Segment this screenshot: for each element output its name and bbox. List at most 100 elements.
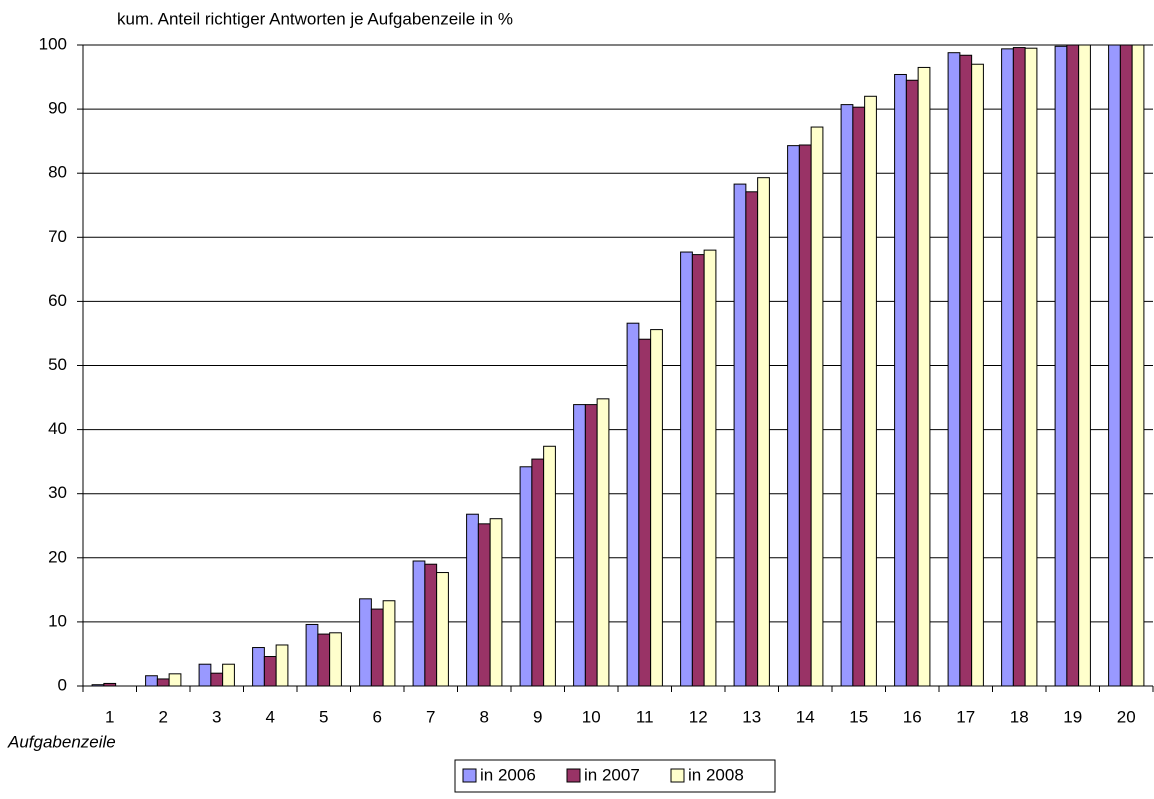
bar	[103, 682, 117, 687]
bar	[626, 322, 640, 687]
bar	[959, 54, 973, 687]
x-tick-label: 3	[212, 707, 221, 726]
bar	[1131, 44, 1145, 687]
x-tick-label: 9	[533, 707, 542, 726]
bar	[864, 95, 877, 687]
bar	[263, 656, 277, 687]
y-tick-label: 20	[48, 547, 67, 566]
bar	[787, 145, 800, 687]
bar	[519, 466, 533, 687]
bar	[1078, 44, 1091, 687]
bar	[543, 445, 556, 687]
bar	[222, 663, 235, 687]
bar	[489, 518, 503, 687]
bar	[329, 632, 342, 687]
x-tick-label: 14	[796, 707, 815, 726]
bar	[252, 647, 265, 687]
bar	[1001, 48, 1014, 687]
bar	[1119, 44, 1133, 687]
x-tick-label: 17	[956, 707, 975, 726]
legend-label: in 2008	[688, 765, 744, 784]
y-tick-label: 70	[48, 227, 67, 246]
bar	[1012, 47, 1026, 687]
x-tick-label: 5	[319, 707, 328, 726]
y-tick-label: 30	[48, 483, 67, 502]
y-tick-label: 100	[39, 34, 67, 53]
y-tick-label: 50	[48, 355, 67, 374]
bar	[810, 126, 824, 687]
bar	[382, 600, 396, 687]
x-tick-label: 20	[1117, 707, 1136, 726]
bar	[436, 572, 449, 687]
bar	[680, 251, 693, 687]
x-axis-label: Aufgabenzeile	[7, 732, 116, 751]
x-tick-label: 18	[1010, 707, 1029, 726]
x-tick-label: 6	[373, 707, 382, 726]
chart-title: kum. Anteil richtiger Antworten je Aufga…	[117, 9, 513, 28]
y-tick-label: 90	[48, 99, 67, 118]
bar	[156, 678, 170, 687]
bar	[168, 673, 182, 687]
bar	[917, 66, 931, 687]
y-tick-label: 10	[48, 611, 67, 630]
x-tick-label: 12	[689, 707, 708, 726]
bar	[757, 177, 770, 687]
bar	[210, 672, 224, 687]
bar	[317, 633, 331, 687]
bar	[91, 684, 105, 687]
bar	[477, 523, 491, 687]
bar	[596, 398, 610, 687]
bar	[733, 183, 747, 687]
y-tick-label: 40	[48, 419, 67, 438]
bar	[905, 79, 919, 687]
x-tick-label: 10	[582, 707, 601, 726]
bar	[198, 663, 212, 687]
bar	[145, 675, 158, 687]
bar	[359, 598, 372, 687]
bar	[305, 623, 319, 687]
bar	[691, 254, 705, 687]
bar	[638, 338, 652, 687]
bar	[1054, 45, 1068, 687]
legend-swatch	[670, 768, 685, 783]
legend-box	[454, 759, 776, 793]
bar	[370, 608, 384, 687]
bar	[971, 63, 984, 687]
x-tick-label: 13	[742, 707, 761, 726]
bar	[466, 513, 479, 687]
bar	[1024, 47, 1038, 687]
bar	[703, 249, 717, 687]
bar	[275, 644, 289, 687]
bar	[584, 404, 598, 687]
bar	[412, 560, 426, 687]
x-tick-label: 16	[903, 707, 922, 726]
bar	[573, 404, 586, 687]
bar	[840, 104, 854, 687]
y-tick-label: 80	[48, 163, 67, 182]
x-tick-label: 7	[426, 707, 435, 726]
legend-swatch	[566, 768, 581, 783]
bar	[798, 144, 812, 687]
bar	[852, 106, 866, 687]
bar	[424, 563, 438, 687]
x-tick-label: 1	[105, 707, 114, 726]
x-tick-label: 15	[849, 707, 868, 726]
x-tick-label: 4	[266, 707, 275, 726]
y-tick-label: 60	[48, 291, 67, 310]
bar	[650, 329, 663, 687]
legend-label: in 2007	[584, 765, 640, 784]
bar	[947, 52, 961, 687]
x-tick-label: 19	[1063, 707, 1082, 726]
x-tick-label: 2	[159, 707, 168, 726]
bar	[531, 458, 545, 687]
y-tick-label: 0	[58, 675, 67, 694]
legend-label: in 2006	[480, 765, 536, 784]
bar	[745, 191, 759, 687]
x-tick-label: 8	[480, 707, 489, 726]
bar	[1066, 44, 1080, 687]
legend-swatch	[462, 768, 477, 783]
bar	[894, 73, 907, 687]
x-tick-label: 11	[636, 707, 654, 726]
bar	[1108, 44, 1121, 687]
